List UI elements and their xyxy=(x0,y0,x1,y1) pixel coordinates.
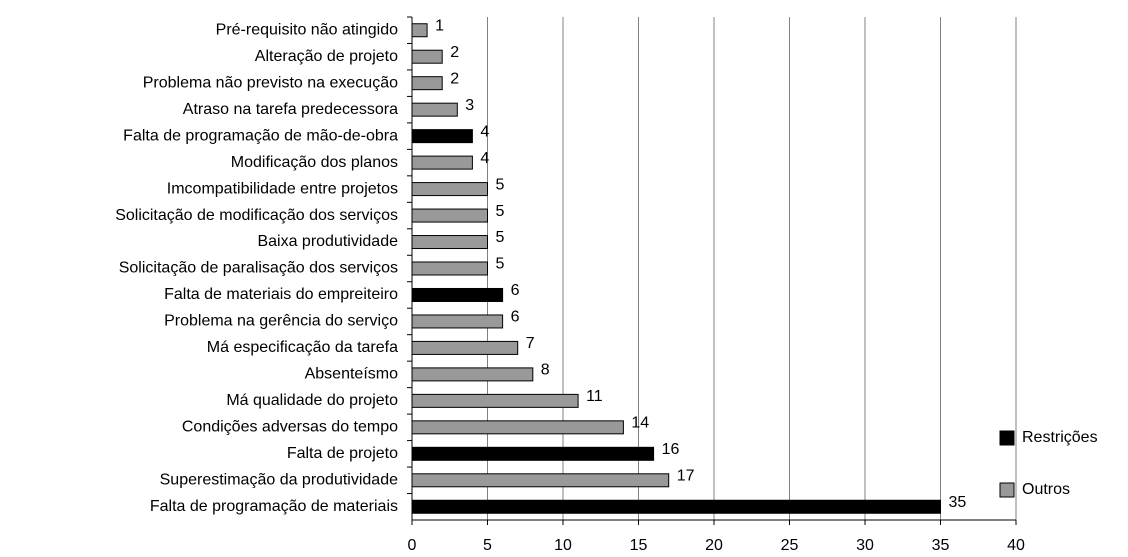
y-tick-label: Condições adversas do tempo xyxy=(182,419,398,436)
bar xyxy=(411,420,624,435)
bar xyxy=(411,314,504,329)
legend-label: Restrições xyxy=(1022,429,1098,446)
bar xyxy=(411,261,488,276)
data-label: 8 xyxy=(541,362,550,379)
x-tick-label: 35 xyxy=(932,537,950,554)
y-tick-label: Solicitação de modificação dos serviços xyxy=(115,207,398,224)
data-label: 7 xyxy=(526,335,535,352)
y-tick-label: Problema na gerência do serviço xyxy=(164,313,398,330)
y-tick-label: Imcompatibilidade entre projetos xyxy=(167,180,398,197)
data-label: 2 xyxy=(450,44,459,61)
bar xyxy=(411,499,941,514)
data-label: 4 xyxy=(480,123,489,140)
legend-swatch xyxy=(999,430,1015,446)
data-label: 5 xyxy=(496,203,505,220)
bar xyxy=(411,235,488,250)
x-tick-label: 20 xyxy=(705,537,723,554)
x-tick-label: 15 xyxy=(630,537,648,554)
y-tick-label: Falta de programação de mão-de-obra xyxy=(123,127,398,144)
bar xyxy=(411,287,504,302)
x-tick-label: 40 xyxy=(1007,537,1025,554)
y-tick-label: Falta de programação de materiais xyxy=(150,498,398,515)
data-label: 6 xyxy=(511,309,520,326)
data-label: 14 xyxy=(631,415,649,432)
bar xyxy=(411,393,579,408)
y-tick-label: Falta de projeto xyxy=(287,445,398,462)
y-tick-label: Pré-requisito não atingido xyxy=(216,21,398,38)
bar xyxy=(411,129,473,144)
data-label: 3 xyxy=(465,97,474,114)
y-tick-label: Má especificação da tarefa xyxy=(207,339,398,356)
data-label: 17 xyxy=(677,468,695,485)
bar xyxy=(411,208,488,223)
bar xyxy=(411,76,443,91)
legend-label: Outros xyxy=(1022,481,1070,498)
x-tick-label: 30 xyxy=(856,537,874,554)
data-label: 5 xyxy=(496,256,505,273)
data-label: 6 xyxy=(511,282,520,299)
bar xyxy=(411,102,458,117)
x-tick-label: 10 xyxy=(554,537,572,554)
legend-swatch xyxy=(999,482,1015,498)
y-tick-label: Superestimação da produtividade xyxy=(160,472,398,489)
y-tick-label: Má qualidade do projeto xyxy=(226,392,398,409)
bar xyxy=(411,446,655,461)
bar xyxy=(411,23,428,38)
data-label: 11 xyxy=(586,388,603,405)
y-tick-label: Modificação dos planos xyxy=(231,154,398,171)
data-label: 4 xyxy=(480,150,489,167)
y-tick-label: Problema não previsto na execução xyxy=(143,74,398,91)
bar xyxy=(411,367,534,382)
x-tick-label: 0 xyxy=(408,537,417,554)
data-label: 5 xyxy=(496,229,505,246)
x-tick-label: 5 xyxy=(483,537,492,554)
bar xyxy=(411,49,443,64)
data-label: 2 xyxy=(450,70,459,87)
data-label: 35 xyxy=(949,494,967,511)
bar xyxy=(411,155,473,170)
bar xyxy=(411,340,519,355)
y-tick-label: Baixa produtividade xyxy=(257,233,398,250)
y-tick-label: Atraso na tarefa predecessora xyxy=(183,101,398,118)
data-label: 16 xyxy=(662,441,680,458)
bar xyxy=(411,182,488,197)
y-tick-label: Alteração de projeto xyxy=(255,48,398,65)
data-label: 5 xyxy=(496,176,505,193)
x-tick-label: 25 xyxy=(781,537,799,554)
bar xyxy=(411,473,670,488)
y-tick-label: Solicitação de paralisação dos serviços xyxy=(119,260,398,277)
y-tick-label: Absenteísmo xyxy=(305,366,398,383)
y-tick-label: Falta de materiais do empreiteiro xyxy=(164,286,398,303)
data-label: 1 xyxy=(435,17,444,34)
